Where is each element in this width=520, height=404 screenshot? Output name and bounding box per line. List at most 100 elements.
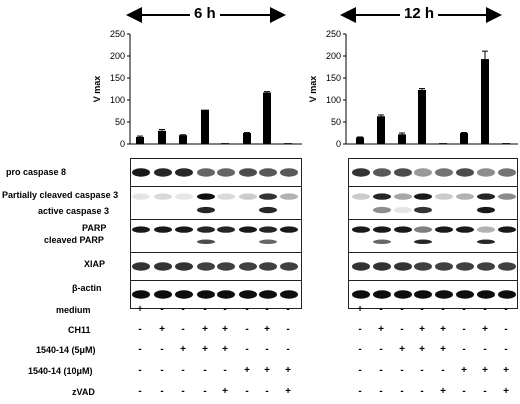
condition-sign: + (482, 365, 488, 376)
condition-sign: - (203, 304, 207, 315)
condition-sign: + (461, 365, 467, 376)
band (239, 290, 257, 299)
y-tick-label: 100 (110, 95, 125, 105)
condition-sign: - (420, 304, 424, 315)
condition-sign: - (160, 365, 164, 376)
band (435, 290, 453, 299)
band (477, 290, 495, 299)
band (435, 168, 453, 177)
condition-sign: - (504, 344, 508, 355)
band (456, 262, 474, 271)
condition-sign: - (358, 324, 362, 335)
y-tick-label: 200 (326, 51, 341, 61)
band (132, 262, 150, 271)
band (217, 262, 235, 271)
y-tick-label: 200 (110, 51, 125, 61)
blot-xiap-12h (348, 252, 518, 281)
condition-sign: - (223, 304, 227, 315)
bar (263, 92, 271, 144)
blot-beta-actin-12h (348, 280, 518, 309)
condition-label-ch11: CH11 (68, 325, 91, 335)
condition-sign: + (482, 324, 488, 335)
band (175, 226, 193, 233)
band (498, 168, 516, 177)
condition-sign: + (357, 304, 363, 315)
condition-label-1540-14-5uM: 1540-14 (5μM) (36, 345, 96, 355)
condition-sign: - (462, 324, 466, 335)
condition-sign: - (483, 304, 487, 315)
band (132, 193, 150, 200)
condition-sign: - (420, 365, 424, 376)
band (132, 168, 150, 177)
band (280, 290, 298, 299)
condition-sign: - (286, 344, 290, 355)
condition-sign: - (379, 344, 383, 355)
condition-sign: + (419, 324, 425, 335)
chart-12h: 0 50 100 150 200 250 V max (308, 29, 518, 149)
condition-sign: + (180, 344, 186, 355)
condition-sign: - (160, 386, 164, 397)
band (259, 262, 277, 271)
condition-sign: + (503, 386, 509, 397)
condition-sign: - (379, 365, 383, 376)
y-tick-label: 250 (326, 29, 341, 39)
condition-sign: + (440, 344, 446, 355)
time-label-6h: 6 h (190, 5, 220, 22)
band (394, 168, 412, 177)
bar (377, 116, 385, 144)
band (197, 193, 215, 200)
band (259, 206, 277, 214)
condition-sign: - (286, 324, 290, 335)
condition-sign: - (138, 365, 142, 376)
condition-sign: + (285, 386, 291, 397)
band (477, 239, 495, 244)
label-beta-actin: β-actin (72, 283, 102, 293)
band (352, 262, 370, 271)
condition-sign: + (222, 344, 228, 355)
band (197, 262, 215, 271)
condition-sign: - (245, 324, 249, 335)
band (414, 168, 432, 177)
band (373, 239, 391, 244)
condition-sign: - (181, 324, 185, 335)
blot-beta-actin-6h (130, 280, 302, 309)
band (394, 226, 412, 233)
condition-sign: - (181, 304, 185, 315)
condition-sign: - (483, 344, 487, 355)
band (197, 206, 215, 214)
condition-sign: - (462, 386, 466, 397)
condition-sign: - (400, 324, 404, 335)
y-tick-label: 150 (326, 73, 341, 83)
condition-sign: - (265, 386, 269, 397)
label-xiap: XIAP (84, 259, 106, 269)
band (280, 226, 298, 233)
band (217, 193, 235, 200)
band (239, 226, 257, 233)
condition-sign: - (203, 386, 207, 397)
y-tick-label: 250 (110, 29, 125, 39)
band (394, 206, 412, 214)
condition-sign: - (138, 344, 142, 355)
band (352, 226, 370, 233)
blot-caspase-3-6h (130, 186, 302, 220)
band (217, 168, 235, 177)
condition-sign: + (503, 365, 509, 376)
condition-sign: - (504, 324, 508, 335)
condition-sign: - (181, 386, 185, 397)
condition-label-zvad: zVAD (72, 387, 95, 397)
band (477, 206, 495, 214)
condition-sign: + (244, 365, 250, 376)
condition-sign: - (160, 344, 164, 355)
band (217, 290, 235, 299)
band (154, 193, 172, 200)
condition-label-medium: medium (56, 305, 91, 315)
bar (158, 130, 166, 144)
band (435, 262, 453, 271)
band (197, 290, 215, 299)
label-pro-caspase-8: pro caspase 8 (6, 167, 67, 177)
condition-sign: - (245, 386, 249, 397)
bar (243, 133, 251, 144)
condition-sign: - (138, 324, 142, 335)
band (154, 168, 172, 177)
condition-sign: + (202, 344, 208, 355)
